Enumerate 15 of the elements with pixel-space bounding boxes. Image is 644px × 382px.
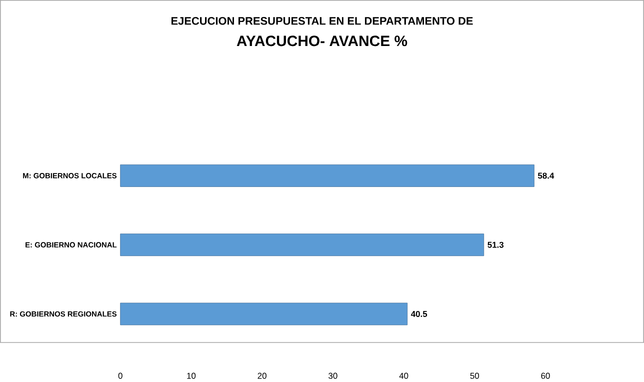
- x-tick-label: 40: [399, 372, 408, 379]
- x-tick-label: 10: [187, 372, 196, 379]
- bar: [120, 234, 484, 256]
- data-label: 51.3: [488, 242, 504, 248]
- data-label: 58.4: [538, 172, 554, 179]
- x-tick-label: 0: [118, 372, 122, 379]
- x-tick-label: 20: [258, 372, 266, 379]
- x-tick-label: 60: [541, 372, 550, 379]
- x-tick-label: 50: [470, 372, 480, 379]
- bar: [120, 164, 534, 187]
- chart-title: EJECUCION PRESUPUESTAL EN EL DEPARTAMENTO DE: [171, 16, 473, 25]
- chart-subtitle: AYACUCHO- AVANCE %: [236, 36, 408, 46]
- x-tick-label: 30: [328, 372, 338, 379]
- data-label: 40.5: [410, 310, 428, 317]
- bar: [120, 302, 408, 326]
